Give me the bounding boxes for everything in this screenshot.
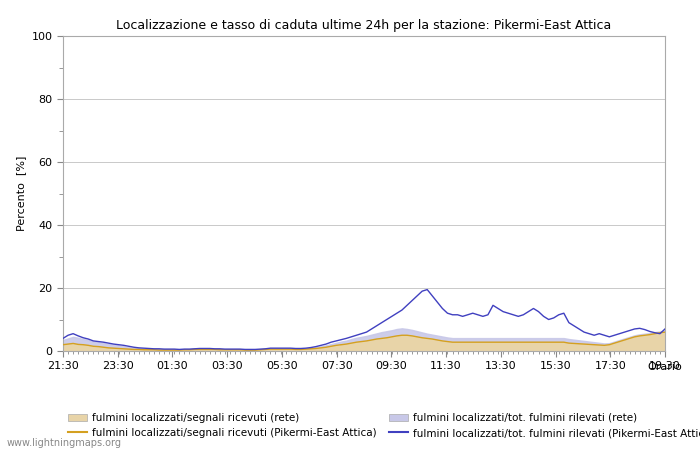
Text: www.lightningmaps.org: www.lightningmaps.org xyxy=(7,438,122,448)
Legend: fulmini localizzati/segnali ricevuti (rete), fulmini localizzati/segnali ricevut: fulmini localizzati/segnali ricevuti (re… xyxy=(68,413,700,438)
Y-axis label: Percento  [%]: Percento [%] xyxy=(16,156,26,231)
Text: Orario: Orario xyxy=(648,362,682,372)
Title: Localizzazione e tasso di caduta ultime 24h per la stazione: Pikermi-East Attica: Localizzazione e tasso di caduta ultime … xyxy=(116,19,612,32)
